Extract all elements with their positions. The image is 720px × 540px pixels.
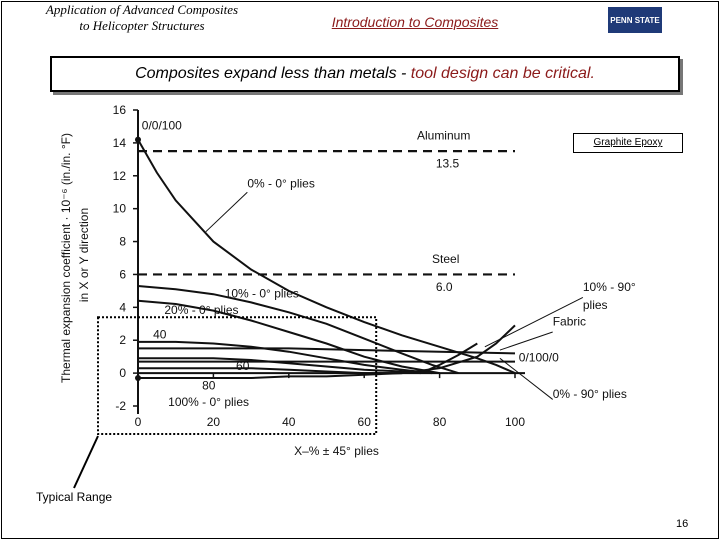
typical-range-box xyxy=(97,316,378,436)
y-axis-title: Thermal expansion coefficient · 10⁻⁶ (in… xyxy=(59,133,73,383)
annotation-label: Steel xyxy=(432,252,459,266)
course-title-line1: Application of Advanced Composites xyxy=(45,2,239,17)
annotation-label: 0% - 0° plies xyxy=(247,176,315,190)
annotation-label: Aluminum xyxy=(417,129,470,143)
y-tick-label: 8 xyxy=(119,235,126,249)
annotation-label: 100% - 0° plies xyxy=(168,395,249,409)
series-line xyxy=(138,367,402,375)
annotation-label: 10% - 90° xyxy=(583,280,636,294)
annotation-label: 40 xyxy=(153,328,167,342)
x-tick-label: 20 xyxy=(207,415,221,429)
annotation-label: 0% - 90° plies xyxy=(553,387,627,401)
typical-range-label: Typical Range xyxy=(36,490,113,504)
y-tick-label: 14 xyxy=(113,136,127,150)
chart-axes: -2 0 2 4 6 8 10 12 14 16 0 20 40 60 80 100 X–% ± 45° pli… xyxy=(59,103,525,458)
x-axis-title: X–% ± 45° plies xyxy=(294,444,379,458)
chart-series xyxy=(135,136,516,382)
series-line xyxy=(420,342,478,375)
annotation-label: 80 xyxy=(202,379,216,393)
annotation-label: 0/0/100 xyxy=(142,119,182,133)
reference-lines xyxy=(138,150,515,276)
annotation-label: 60 xyxy=(236,359,250,373)
series-line xyxy=(137,299,440,375)
y-tick-label: 10 xyxy=(113,202,127,216)
leader-line xyxy=(499,357,554,400)
y-tick-label: 0 xyxy=(119,366,126,380)
y-tick-label: 4 xyxy=(119,300,126,314)
heading-part1: Composites expand less than metals - xyxy=(135,65,411,82)
annotation-label: Fabric xyxy=(553,314,586,328)
course-title: Application of Advanced Composites to He… xyxy=(22,2,262,34)
course-title-line2: to Helicopter Structures xyxy=(79,18,205,33)
chart-labels: 0/0/100 Aluminum 13.5 0% - 0° plies Steel 6.0… xyxy=(142,119,636,409)
series-line xyxy=(138,347,516,355)
x-tick-label: 40 xyxy=(282,415,296,429)
series-point xyxy=(135,136,141,143)
lecture-title[interactable]: Introduction to Composites xyxy=(331,14,499,30)
y-tick-label: 16 xyxy=(113,103,127,117)
annotation-label: 13.5 xyxy=(436,157,460,171)
graphite-epoxy-label: Graphite Epoxy xyxy=(573,133,683,153)
annotation-label: plies xyxy=(583,298,608,312)
annotation-label: 0/100/0 xyxy=(519,351,559,365)
university-logo: PENN STATE xyxy=(608,7,662,33)
typical-range-arrow xyxy=(73,435,99,489)
y-tick-label: 12 xyxy=(113,169,127,183)
series-point xyxy=(135,375,141,382)
leader-line xyxy=(499,331,553,351)
x-tick-label: 100 xyxy=(505,415,525,429)
leader-line xyxy=(205,191,248,233)
x-tick-label: 60 xyxy=(358,415,372,429)
y-axis-title-line2: in X or Y direction xyxy=(77,208,91,302)
y-tick-label: 6 xyxy=(119,267,126,281)
heading-part2: tool design can be critical. xyxy=(410,65,595,82)
series-line xyxy=(138,357,421,375)
leader-line xyxy=(484,297,584,348)
slide-heading: Composites expand less than metals - too… xyxy=(50,56,680,92)
y-tick-label: -2 xyxy=(115,399,126,413)
page-number: 16 xyxy=(676,518,689,530)
series-line xyxy=(138,372,402,379)
typical-range-overlay xyxy=(73,316,378,489)
series-line xyxy=(137,139,516,375)
x-tick-label: 0 xyxy=(135,415,142,429)
x-tick-label: 80 xyxy=(433,415,447,429)
logo-text: PENN STATE xyxy=(610,15,660,25)
series-line xyxy=(138,340,433,375)
annotation-label: 6.0 xyxy=(436,280,453,294)
y-tick-label: 2 xyxy=(119,333,126,347)
annotation-label: 10% - 0° plies xyxy=(225,286,299,300)
annotation-label: 20% - 0° plies xyxy=(164,303,238,317)
